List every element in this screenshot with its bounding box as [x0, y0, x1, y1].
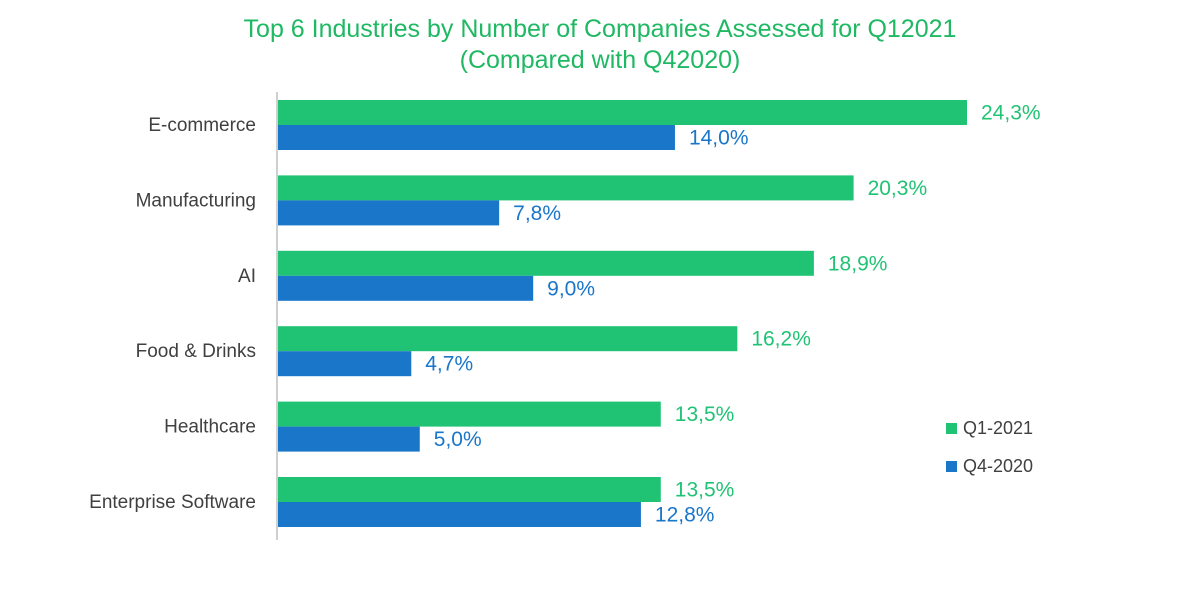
- data-label-q1-2021-e-commerce: 24,3%: [981, 102, 1041, 125]
- category-label-food-drinks: Food & Drinks: [136, 341, 256, 362]
- data-label-q4-2020-e-commerce: 14,0%: [689, 127, 749, 150]
- category-label-enterprise-software: Enterprise Software: [89, 492, 256, 513]
- bar-q4-2020-ai: [278, 275, 534, 301]
- legend: Q1-2021 Q4-2020: [946, 418, 1033, 476]
- chart-title: Top 6 Industries by Number of Companies …: [0, 14, 1200, 76]
- category-label-ai: AI: [238, 266, 256, 287]
- data-label-q4-2020-food-drinks: 4,7%: [425, 353, 473, 376]
- data-label-q1-2021-ai: 18,9%: [828, 252, 888, 275]
- data-label-q4-2020-manufacturing: 7,8%: [513, 202, 561, 225]
- category-label-e-commerce: E-commerce: [148, 115, 256, 136]
- bar-q4-2020-e-commerce: [278, 125, 675, 150]
- chart-title-line-2: (Compared with Q42020): [459, 46, 741, 74]
- bar-q1-2021-manufacturing: [278, 175, 854, 201]
- data-label-q1-2021-food-drinks: 16,2%: [751, 328, 811, 351]
- data-label-q1-2021-healthcare: 13,5%: [675, 403, 735, 426]
- bar-q1-2021-enterprise-software: [278, 477, 661, 502]
- bar-q1-2021-food-drinks: [278, 326, 738, 352]
- category-label-manufacturing: Manufacturing: [136, 190, 256, 211]
- legend-label-q4-2020: Q4-2020: [963, 456, 1033, 476]
- bar-q1-2021-healthcare: [278, 401, 661, 427]
- data-label-q4-2020-healthcare: 5,0%: [434, 428, 482, 451]
- bar-q4-2020-manufacturing: [278, 200, 500, 226]
- bar-q4-2020-healthcare: [278, 426, 420, 452]
- data-label-q4-2020-enterprise-software: 12,8%: [655, 504, 715, 527]
- legend-swatch-q1-2021: [946, 423, 957, 434]
- category-label-healthcare: Healthcare: [164, 417, 256, 438]
- category-labels-group: E-commerce Manufacturing AI Food & Drinks He…: [89, 115, 256, 513]
- bar-q4-2020-food-drinks: [278, 351, 412, 377]
- bar-q4-2020-enterprise-software: [278, 502, 641, 527]
- bar-q1-2021-e-commerce: [278, 100, 967, 125]
- bar-q1-2021-ai: [278, 250, 814, 276]
- data-label-q4-2020-ai: 9,0%: [547, 277, 595, 300]
- data-label-q1-2021-enterprise-software: 13,5%: [675, 479, 735, 502]
- data-label-q1-2021-manufacturing: 20,3%: [868, 177, 928, 200]
- legend-swatch-q4-2020: [946, 461, 957, 472]
- data-labels-group: 24,3% 14,0% 20,3% 7,8% 18,9% 9,0% 16,2% 4,7% 13,…: [425, 102, 1040, 527]
- chart-title-line-1: Top 6 Industries by Number of Companies …: [243, 15, 957, 43]
- legend-label-q1-2021: Q1-2021: [963, 418, 1033, 438]
- bars-group: [278, 100, 967, 527]
